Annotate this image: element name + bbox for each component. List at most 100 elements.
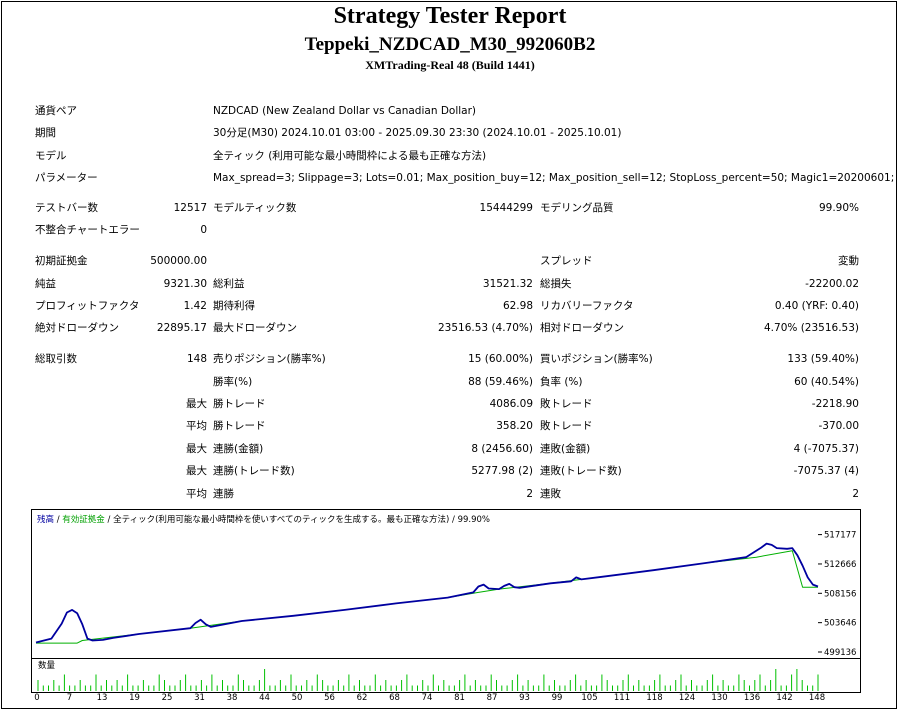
stat-label-recovery-factor: リカバリーファクタ [540,300,634,312]
stat-label-max-consec-profit: 連勝(トレード数) [213,465,295,477]
x-tick-label: 50 [291,693,303,703]
stat-value-chart-errors: 0 [200,224,207,236]
stat-value-largest-win: 4086.09 [489,398,533,410]
stat-value-short-positions: 15 (60.00%) [468,353,533,365]
stat-prefix-avg: 平均 [186,420,207,432]
stat-prefix-max: 最大 [186,398,207,410]
stat-value-avg-consec-wins: 2 [526,488,533,500]
x-tick-label: 87 [486,693,498,703]
stat-label-max-consec-wins: 連勝(金額) [213,443,264,455]
equity-line [35,542,819,644]
y-tick-label: 508156 [824,589,856,599]
stat-value-recovery-factor: 0.40 (YRF: 0.40) [774,300,859,312]
x-tick-label: 44 [259,693,270,703]
volume-label: 数量 [38,660,56,671]
x-tick-label: 148 [808,693,826,703]
stat-label-profit-factor: プロフィットファクタ [35,300,140,312]
y-tick-label: 499136 [824,648,856,658]
legend-sep: / [54,515,62,525]
stat-value-gross-loss: -22200.02 [805,278,859,290]
x-tick-label: 130 [711,693,728,703]
x-tick-label: 124 [678,693,696,703]
stat-label-largest-win: 勝トレード [213,398,266,410]
stat-label-chart-errors: 不整合チャートエラー [35,224,140,236]
stat-value-loss-rate: 60 (40.54%) [794,376,859,388]
stat-value-total-trades: 148 [186,353,207,365]
stat-value-largest-loss: -2218.90 [811,398,859,410]
stat-label-spread: スプレッド [540,255,593,267]
stat-label-net-profit: 純益 [35,278,56,290]
stat-label-avg-consec-wins: 連勝 [213,488,234,500]
y-tick-label: 517177 [824,531,856,541]
x-tick-label: 7 [66,693,73,703]
stat-value-win-rate: 88 (59.46%) [468,376,533,388]
legend-margin: 有効証拠金 [62,514,105,525]
stat-label-expected-payoff: 期待利得 [213,300,255,312]
x-tick-label: 111 [613,693,631,703]
stat-label-total-trades: 総取引数 [35,353,77,365]
stat-value-long-positions: 133 (59.40%) [787,353,859,365]
x-tick-label: 0 [34,693,40,703]
stat-value-expected-payoff: 62.98 [502,300,533,312]
volume-chart-svg: 数量 [37,660,819,691]
stat-label-max-consec-loss: 連敗(トレード数) [540,465,622,477]
legend-quality: 99.90% [458,515,490,525]
stat-value-rel-drawdown: 4.70% (23516.53) [764,322,859,334]
x-tick-label: 136 [743,693,761,703]
legend-sep: / [105,515,113,525]
stat-value-gross-profit: 31521.32 [482,278,533,290]
stat-label-max-consec-losses: 連敗(金額) [540,443,591,455]
stat-value-spread: 変動 [838,255,859,267]
balance-chart: 517177 512666 508156 503646 499136 残高 / 有効証拠… [31,509,861,659]
report-title: Strategy Tester Report [333,3,567,29]
legend-model: 全ティック(利用可能な最小時間枠を使いすべてのティックを生成する。最も正確な方法… [113,514,449,525]
x-tick-label: 62 [356,693,368,703]
legend-sep: / [449,515,457,525]
stat-value-average-loss: -370.00 [818,420,859,432]
stat-prefix-max: 最大 [186,443,207,455]
stat-label-model-quality: モデリング品質 [540,202,614,214]
stat-label-average-loss: 敗トレード [540,420,593,432]
x-tick-label: 142 [776,693,793,703]
x-tick-label: 81 [454,693,465,703]
x-tick-label: 19 [129,693,140,703]
legend-balance: 残高 [37,514,54,525]
x-tick-label: 105 [581,693,598,703]
x-tick-label: 38 [226,693,238,703]
setting-value-parameters: Max_spread=3; Slippage=3; Lots=0.01; Max… [213,172,895,184]
setting-label-model: モデル [35,150,67,162]
stat-label-largest-loss: 敗トレード [540,398,593,410]
stat-value-average-win: 358.20 [496,420,533,432]
stat-label-win-rate: 勝率(%) [213,376,253,388]
stat-value-model-ticks: 15444299 [479,202,533,214]
balance-chart-svg: 517177 512666 508156 503646 499136 残高 / 有効証拠… [35,514,856,658]
ea-name: Teppeki_NZDCAD_M30_992060B2 [304,34,596,55]
stat-value-model-quality: 99.90% [818,202,859,214]
stat-prefix-avg: 平均 [186,488,207,500]
x-tick-label: 93 [519,693,530,703]
stat-value-net-profit: 9321.30 [163,278,207,290]
stat-label-short-positions: 売りポジション(勝率%) [213,353,326,365]
x-tick-label: 118 [646,693,663,703]
stat-value-max-drawdown: 23516.53 (4.70%) [438,322,533,334]
stat-label-loss-rate: 負率 (%) [540,376,583,388]
x-tick-label: 31 [194,693,205,703]
stat-label-max-drawdown: 最大ドローダウン [213,322,297,334]
setting-value-symbol: NZDCAD (New Zealand Dollar vs Canadian D… [213,105,477,117]
stat-value-profit-factor: 1.42 [183,300,207,312]
y-tick-label: 512666 [824,560,856,570]
stat-value-max-consec-profit: 5277.98 (2) [471,465,533,477]
stat-label-abs-drawdown: 絶対ドローダウン [35,322,119,334]
stat-value-max-consec-loss: -7075.37 (4) [793,465,859,477]
volume-chart: 数量 [31,659,861,693]
stat-value-abs-drawdown: 22895.17 [156,322,207,334]
server-build: XMTrading-Real 48 (Build 1441) [365,58,535,72]
x-tick-label: 56 [324,693,335,703]
stat-label-gross-loss: 総損失 [540,278,572,290]
x-tick-label: 25 [161,693,173,703]
stat-label-average-win: 勝トレード [213,420,266,432]
x-tick-label: 99 [551,693,563,703]
stat-label-initial-deposit: 初期証拠金 [35,255,88,267]
stat-prefix-max: 最大 [186,465,207,477]
